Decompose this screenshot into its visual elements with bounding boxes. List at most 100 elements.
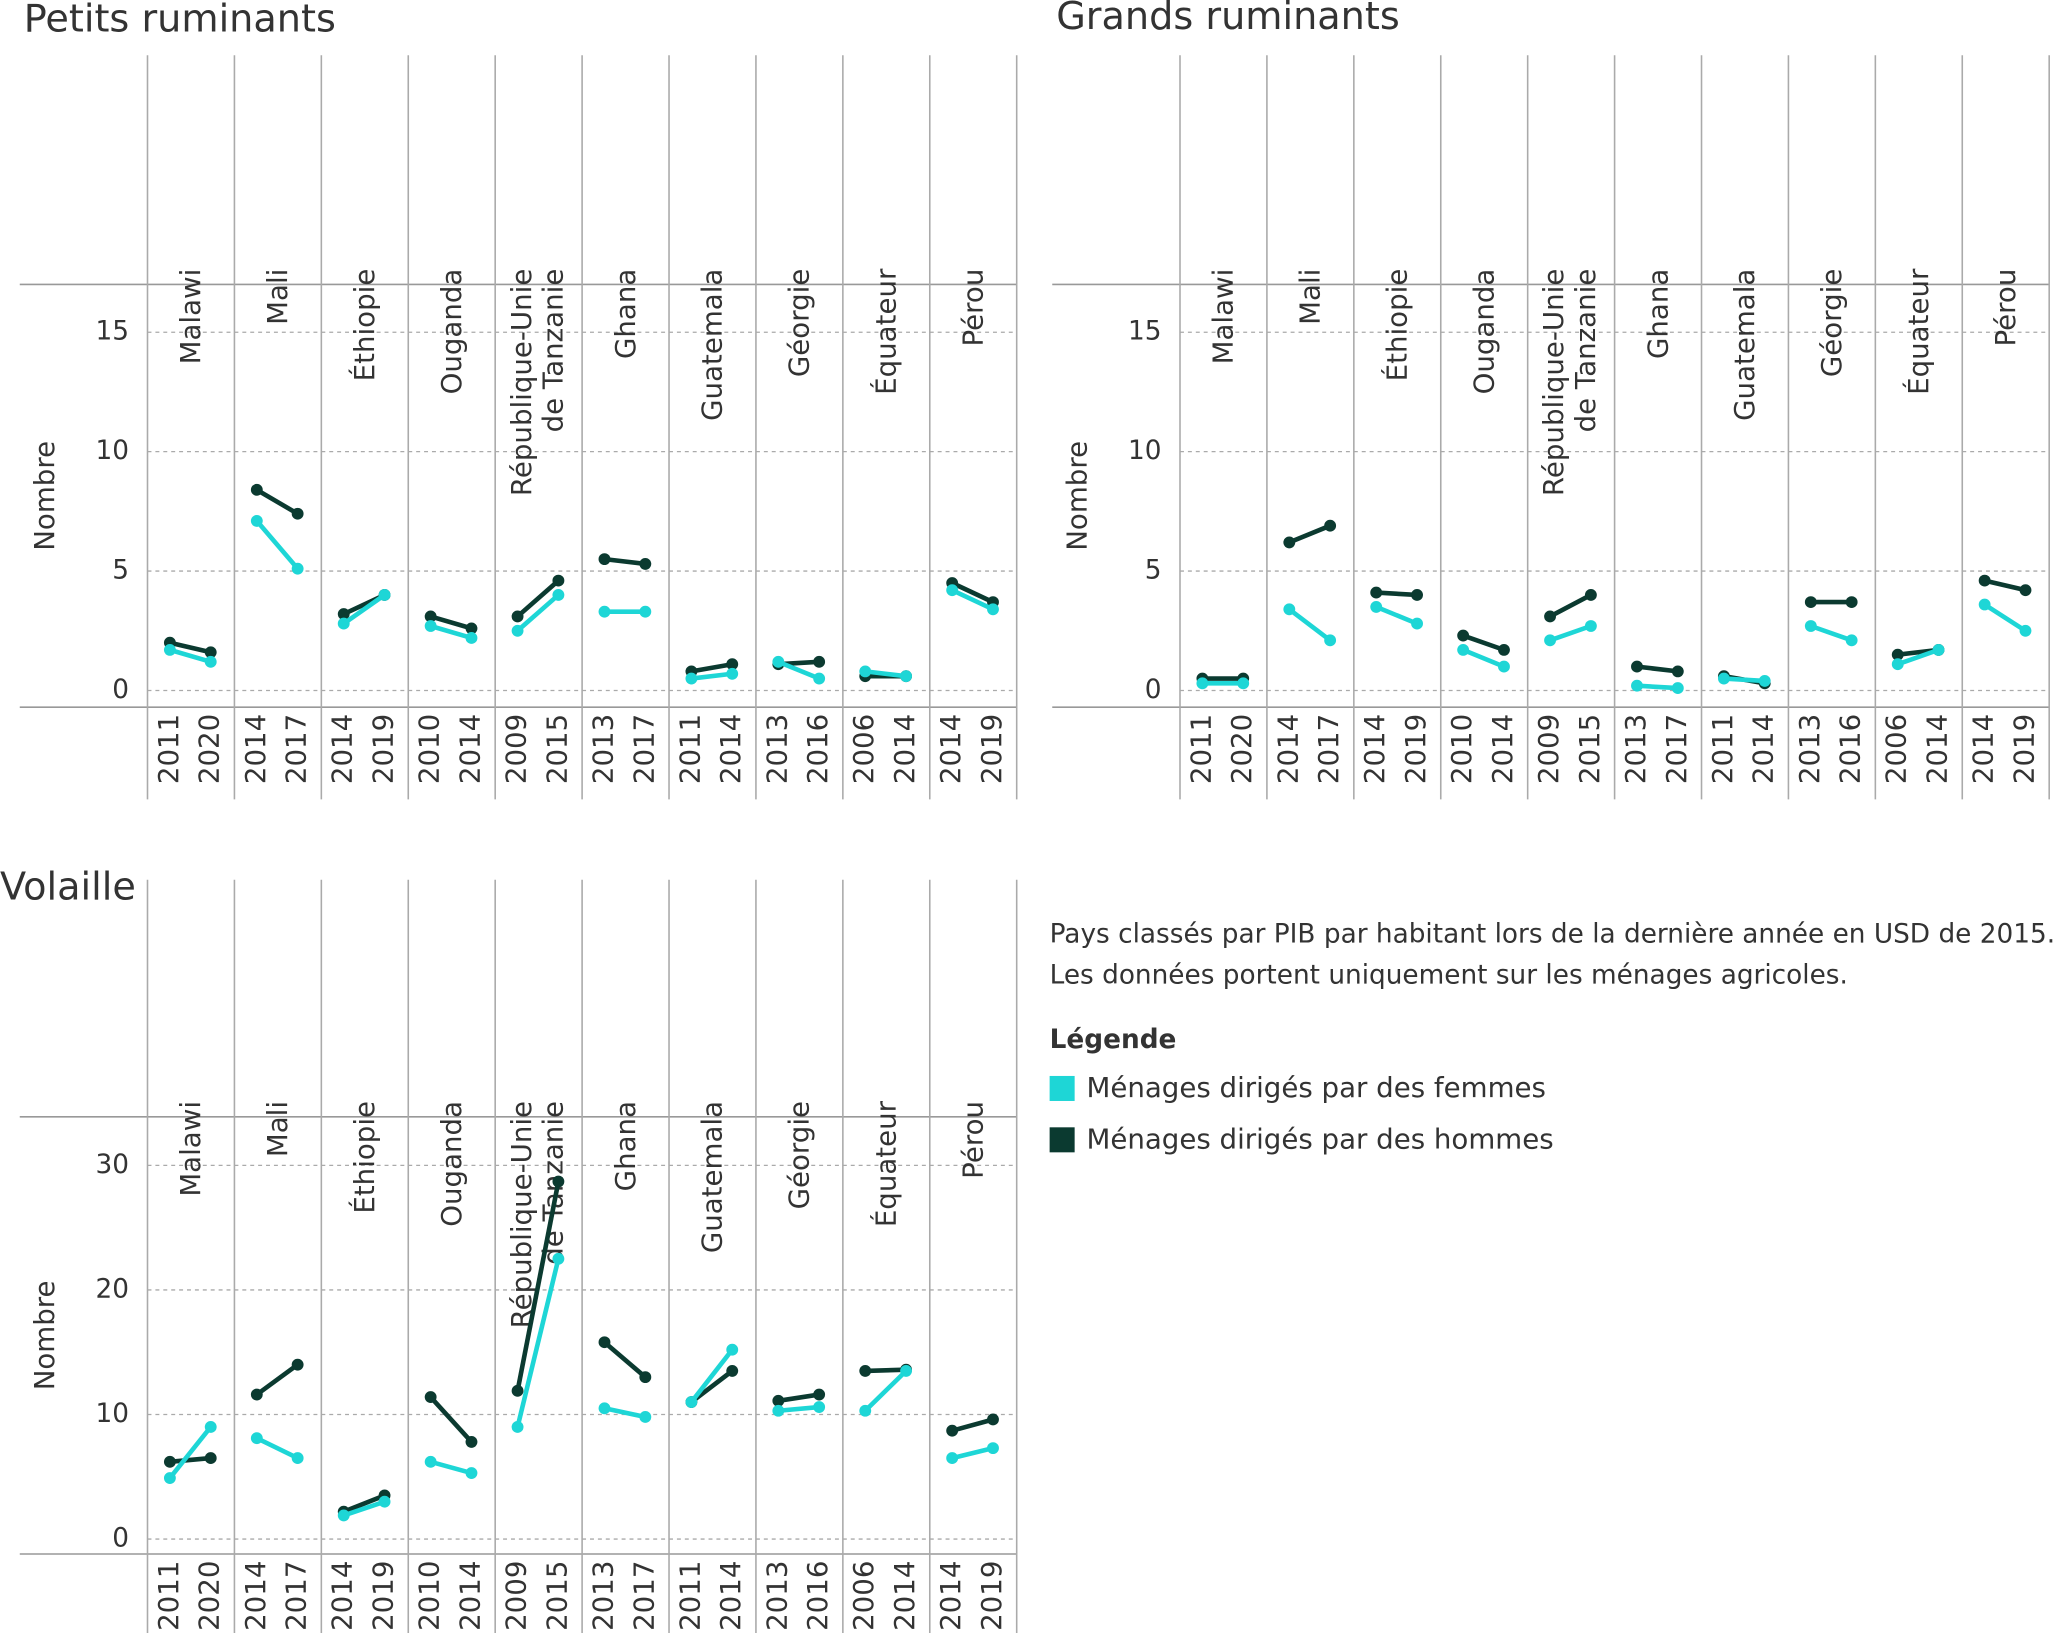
data-point [1804, 620, 1817, 632]
country-label: Équateur [1901, 268, 1935, 395]
data-point [250, 1388, 263, 1401]
data-point [424, 620, 437, 632]
x-tick-label: 2019 [975, 714, 1008, 784]
data-point [813, 1401, 826, 1413]
data-point [291, 507, 304, 520]
series-line [865, 1367, 907, 1374]
series-line [342, 1493, 386, 1514]
series-line [864, 669, 907, 679]
data-point [163, 1472, 176, 1484]
data-point [204, 1452, 217, 1465]
data-point [1671, 665, 1684, 678]
x-tick-label: 2013 [760, 1561, 793, 1631]
data-point [1584, 589, 1597, 601]
chart-title: Grands ruminants [1056, 0, 1400, 39]
y-tick-label: 0 [112, 675, 129, 705]
series-line [255, 1362, 300, 1397]
series-line [604, 1406, 646, 1420]
note: Pays classés par PIB par habitant lors d… [1050, 920, 2055, 950]
series-line [602, 1340, 647, 1379]
data-point [772, 1394, 785, 1407]
data-point [291, 562, 304, 575]
series-line [1462, 633, 1505, 653]
series-line [169, 1455, 211, 1465]
series-line [169, 647, 212, 665]
x-tick-label: 2014 [934, 1561, 967, 1631]
data-point [726, 1343, 739, 1356]
series-line [1810, 623, 1853, 643]
data-point [1631, 679, 1643, 692]
country-label: Équateur [869, 1100, 903, 1227]
data-point [1196, 677, 1209, 690]
x-tick-label: 2015 [540, 714, 573, 784]
y-tick-label: 5 [1145, 556, 1162, 586]
country-label: Équateur [869, 268, 903, 395]
data-point [1283, 603, 1296, 616]
series-line [1549, 623, 1592, 643]
series-line [515, 1181, 561, 1392]
y-tick-label: 15 [96, 317, 130, 347]
data-point [465, 1467, 478, 1479]
data-point [424, 1391, 437, 1403]
data-point [204, 655, 217, 668]
data-point [552, 1252, 565, 1265]
x-tick-label: 2013 [586, 1561, 619, 1631]
x-tick-label: 2014 [888, 1561, 921, 1631]
data-point [250, 483, 263, 496]
data-point [511, 624, 524, 637]
y-tick-label: 10 [96, 436, 130, 466]
series-line [691, 671, 733, 681]
series-line [516, 593, 560, 633]
series-line [1636, 664, 1679, 674]
x-tick-label: 2017 [1312, 714, 1345, 784]
x-tick-label: 2011 [673, 714, 706, 784]
data-point [552, 1175, 565, 1188]
data-point [1631, 660, 1643, 673]
data-point [987, 1413, 999, 1426]
data-point [378, 1495, 391, 1508]
series-line [428, 1395, 474, 1444]
series-line [777, 1392, 820, 1404]
country-label: Géorgie [783, 269, 816, 377]
country-label: Guatemala [1728, 269, 1761, 421]
x-tick-label: 2009 [500, 1561, 533, 1631]
data-point [1978, 598, 1991, 611]
data-point [859, 665, 872, 678]
y-tick-label: 20 [96, 1274, 130, 1304]
series-line [1896, 647, 1940, 667]
data-point [424, 610, 437, 623]
x-tick-label: 2014 [888, 714, 921, 784]
country-label: Éthiopie [347, 1101, 381, 1214]
y-tick-label: 5 [112, 556, 129, 586]
data-point [1237, 677, 1250, 690]
x-tick-label: 2014 [239, 714, 272, 784]
x-tick-label: 2019 [367, 1561, 400, 1631]
data-point [1324, 634, 1337, 647]
x-tick-label: 2011 [152, 714, 185, 784]
data-point [291, 1452, 304, 1465]
x-tick-label: 2017 [627, 1561, 660, 1631]
data-point [337, 617, 350, 630]
data-point [1845, 634, 1858, 647]
x-tick-label: 2019 [1399, 714, 1432, 784]
series-line [1375, 604, 1418, 626]
data-point [1283, 536, 1296, 549]
data-point [987, 1442, 999, 1455]
country-label: Ghana [1641, 269, 1674, 359]
x-tick-label: 2009 [1532, 714, 1565, 784]
y-tick-label: 30 [96, 1150, 130, 1180]
data-point [726, 667, 739, 680]
x-tick-label: 2014 [934, 714, 967, 784]
data-point [598, 553, 611, 566]
data-point [1891, 658, 1904, 671]
data-point [1457, 629, 1470, 642]
series-line [863, 1369, 908, 1413]
data-point [2019, 624, 2032, 637]
x-tick-label: 2013 [1793, 714, 1826, 784]
x-tick-label: 2015 [540, 1561, 573, 1631]
y-tick-label: 15 [1128, 317, 1162, 347]
legend-swatch [1049, 1075, 1075, 1101]
series-line [1376, 590, 1418, 598]
